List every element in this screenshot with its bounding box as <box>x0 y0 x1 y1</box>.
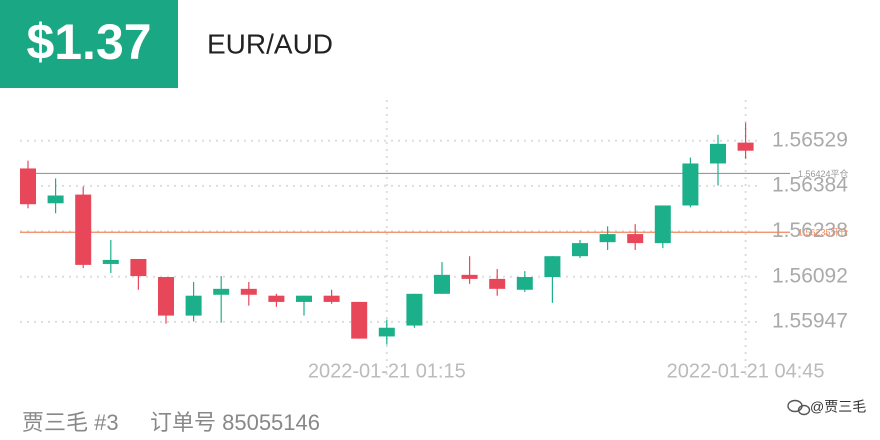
candle-body <box>378 327 395 337</box>
pair: EUR/AUD <box>207 28 333 59</box>
candle-body <box>682 163 699 206</box>
candle-body <box>351 301 368 339</box>
candle-body <box>185 295 202 316</box>
x-tick-label: 2022-01-21 01:15 <box>308 360 466 382</box>
candle-body <box>102 259 119 264</box>
candle-body <box>572 243 588 257</box>
candle-body <box>158 277 174 316</box>
price: $1.37 <box>26 14 151 70</box>
reference-label: 1.56235开仓 <box>798 227 849 238</box>
watermark-icon <box>787 399 811 416</box>
reference-label: 1.56424平仓 <box>798 168 849 179</box>
y-tick-label: 1.56529 <box>772 128 848 151</box>
candle-body <box>737 142 754 151</box>
candle-body <box>20 168 36 205</box>
candle-body <box>516 277 533 290</box>
y-tick-label: 1.56384 <box>772 173 848 196</box>
candle-body <box>627 234 644 244</box>
candle-body <box>213 288 230 295</box>
candle-body <box>544 256 561 278</box>
candle-body <box>75 194 92 265</box>
candle-body <box>434 274 450 294</box>
y-tick-label: 1.56238 <box>772 219 848 242</box>
candle-body <box>296 295 312 302</box>
candle-body <box>268 295 285 302</box>
y-tick-label: 1.56092 <box>772 264 848 287</box>
x-tick-label: 2022-01-21 04:45 <box>667 360 825 382</box>
candle-body <box>654 205 671 244</box>
y-tick-label: 1.55947 <box>772 309 848 332</box>
candle-body <box>710 143 726 164</box>
footer-order: 订单号 85055146 <box>150 410 320 435</box>
candle-body <box>406 293 423 326</box>
footer-name: 贾三毛 #3 <box>22 410 119 435</box>
candle-body <box>461 274 478 279</box>
candle-body <box>47 195 64 204</box>
candle-body <box>323 295 340 302</box>
price-badge <box>0 0 178 88</box>
candle-body <box>489 278 506 289</box>
watermark: @贾三毛 <box>810 399 866 415</box>
candle-body <box>240 288 257 295</box>
candle-body <box>599 234 616 243</box>
candle-body <box>130 258 147 277</box>
